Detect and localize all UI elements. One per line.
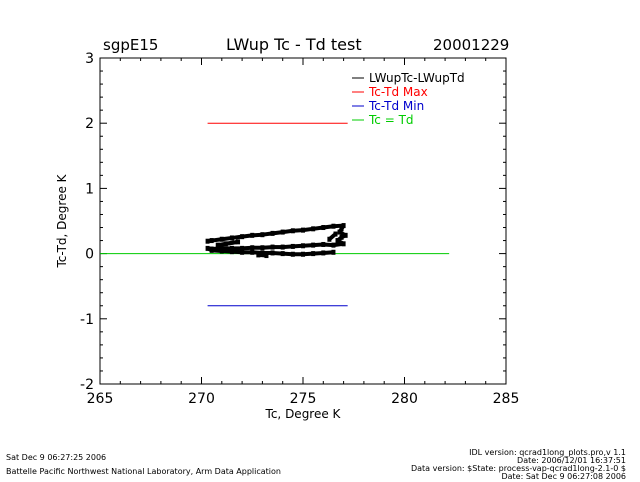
- y-tick-label: -2: [80, 377, 94, 393]
- data-segment: [340, 233, 347, 240]
- data-segment: [313, 250, 324, 256]
- footer-lab: Battelle Pacific Northwest National Labo…: [6, 467, 281, 476]
- data-segment: [252, 232, 263, 238]
- data-segment: [302, 251, 314, 257]
- data-segment: [333, 241, 344, 248]
- data-segment: [231, 249, 243, 255]
- data-segment: [272, 250, 283, 256]
- data-point: [256, 252, 261, 258]
- y-tick-label: 1: [85, 181, 94, 197]
- legend-label: LWupTc-LWupTd: [369, 71, 465, 85]
- chart-title: LWup Tc - Td test: [226, 35, 362, 54]
- data-segment: [241, 233, 253, 239]
- data-segment: [323, 242, 334, 248]
- y-tick-label: 0: [85, 247, 94, 263]
- x-tick-label: 280: [391, 391, 418, 407]
- data-segment: [258, 252, 267, 258]
- footer-idl-version: IDL version: qcrad1long_plots.pro,v 1.1: [469, 448, 626, 457]
- data-segment: [282, 244, 293, 250]
- data-segment: [221, 235, 233, 242]
- data-segment: [313, 242, 324, 248]
- data-segment: [302, 243, 314, 248]
- y-axis-label: Tc-Td, Degree K: [55, 173, 69, 268]
- data-segment: [312, 225, 324, 231]
- legend-label: Tc = Td: [368, 113, 414, 127]
- x-tick-label: 270: [188, 391, 215, 407]
- x-tick-label: 285: [493, 391, 520, 407]
- data-segment: [207, 238, 212, 244]
- site-label: sgpE15: [103, 36, 159, 54]
- data-segment: [211, 237, 223, 243]
- data-segment: [323, 250, 334, 255]
- data-segment: [221, 248, 233, 254]
- y-tick-label: -1: [80, 312, 94, 328]
- data-segment: [272, 230, 283, 236]
- y-tick-label: 2: [85, 116, 94, 132]
- data-segment: [206, 246, 213, 253]
- date-label: 20001229: [433, 36, 510, 54]
- data-segment: [262, 231, 273, 237]
- data-segment: [282, 251, 293, 257]
- data-segment: [252, 250, 263, 255]
- footer-run-date: Date: Sat Dec 9 06:27:08 2006: [501, 472, 626, 481]
- y-tick-label: 3: [85, 51, 94, 67]
- x-tick-label: 275: [290, 391, 317, 407]
- legend-label: Tc-Td Min: [368, 99, 424, 113]
- legend-label: Tc-Td Max: [368, 85, 428, 99]
- data-segment: [211, 248, 222, 253]
- plot-frame: [99, 57, 507, 385]
- x-axis-label: Tc, Degree K: [265, 407, 342, 421]
- footer-data-version: Data version: $State: process-vap-qcrad1…: [410, 464, 626, 473]
- data-segment: [282, 228, 294, 235]
- data-segment: [328, 232, 337, 241]
- x-tick-label: 265: [87, 391, 114, 407]
- data-segment: [262, 245, 273, 250]
- data-segment: [323, 224, 334, 230]
- data-segment: [217, 239, 239, 248]
- data-segment: [339, 224, 346, 230]
- data-segment: [292, 243, 304, 249]
- data-segment: [292, 228, 304, 233]
- footer-timestamp: Sat Dec 9 06:27:25 2006: [6, 453, 107, 462]
- data-segment: [241, 245, 253, 251]
- data-segment: [302, 226, 314, 233]
- footer-idl-date: Date: 2006/12/01 16:37:51: [517, 456, 626, 465]
- data-segment: [231, 234, 243, 240]
